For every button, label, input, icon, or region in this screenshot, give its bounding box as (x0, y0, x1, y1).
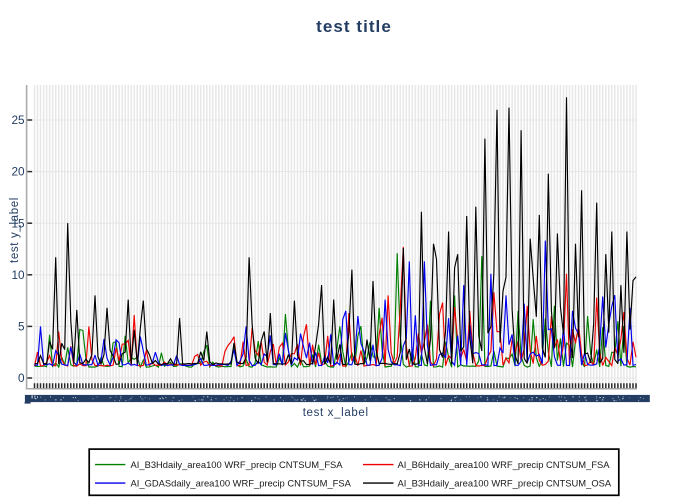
svg-text:AI_GDASdaily_area100 WRF_preci: AI_GDASdaily_area100 WRF_precip CNTSUM_F… (131, 478, 352, 489)
svg-text:25: 25 (11, 113, 25, 127)
svg-text:5: 5 (18, 320, 25, 334)
svg-text:AI_B6Hdaily_area100 WRF_precip: AI_B6Hdaily_area100 WRF_precip CNTSUM_FS… (398, 459, 611, 470)
svg-text:10: 10 (11, 268, 25, 282)
svg-text:15: 15 (11, 216, 25, 230)
svg-text:AI_B3Hdaily_area100 WRF_precip: AI_B3Hdaily_area100 WRF_precip CNTSUM_OS… (398, 478, 612, 489)
svg-text:test title: test title (316, 17, 392, 36)
svg-text:0: 0 (18, 371, 25, 385)
svg-text:test x_label: test x_label (303, 407, 369, 419)
svg-text:20: 20 (11, 165, 25, 179)
svg-text:test y_label: test y_label (9, 197, 21, 263)
svg-text:AI_B3Hdaily_area100 WRF_precip: AI_B3Hdaily_area100 WRF_precip CNTSUM_FS… (131, 459, 344, 470)
